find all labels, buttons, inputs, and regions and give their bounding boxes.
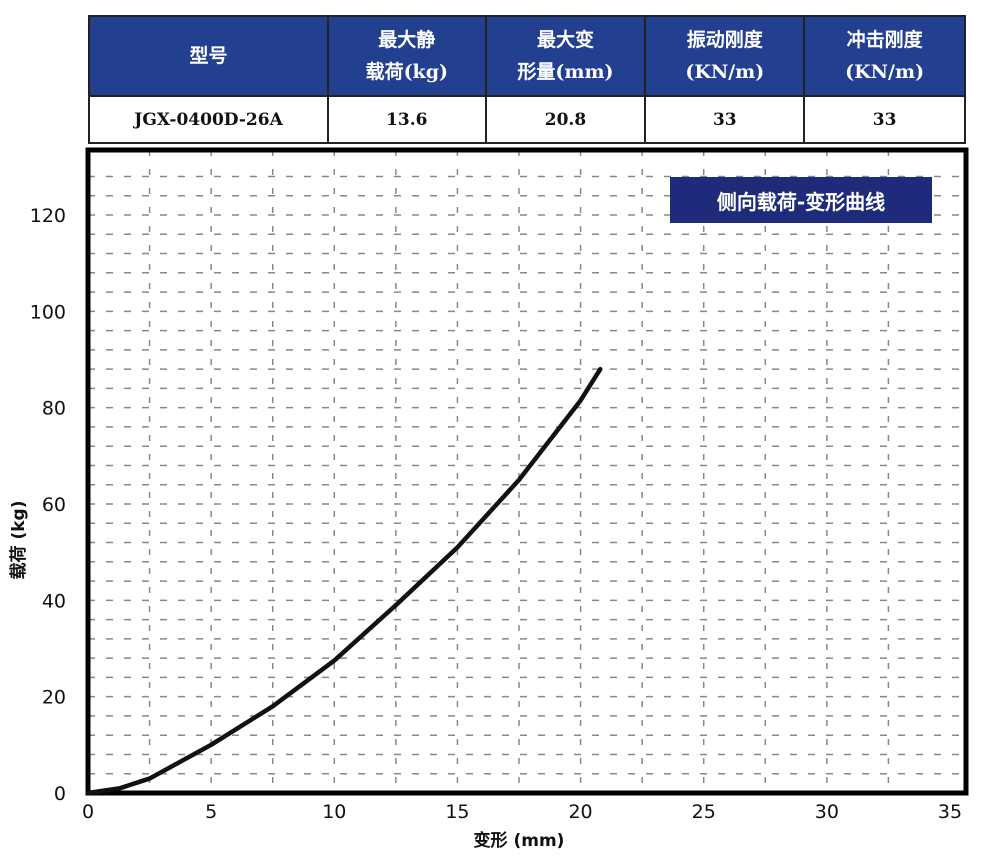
y-tick-label: 100	[30, 301, 66, 323]
table-header: 最大变形量(mm)	[484, 15, 647, 97]
x-tick-label: 15	[445, 801, 469, 823]
x-tick-label: 20	[568, 801, 592, 823]
x-tick-label: 25	[692, 801, 716, 823]
header-line: 最大变	[536, 29, 594, 51]
x-tick-label: 5	[205, 801, 217, 823]
y-axis-label: 载荷 (kg)	[8, 501, 29, 580]
table-cell: 33	[644, 95, 806, 144]
header-line: 振动刚度	[686, 29, 763, 51]
table-header: 振动刚度 (KN/m)	[644, 15, 806, 97]
y-tick-label: 20	[42, 687, 66, 709]
chart-title: 侧向载荷-变形曲线	[670, 177, 932, 223]
x-tick-label: 0	[82, 801, 94, 823]
header-line: (KN/m)	[845, 61, 925, 83]
header-line: (KN/m)	[685, 61, 765, 83]
y-tick-label: 120	[30, 205, 66, 227]
table-cell: 13.6	[327, 95, 487, 144]
series-line	[85, 366, 603, 796]
header-line: 最大静	[378, 29, 436, 51]
table-cell: 33	[803, 95, 966, 144]
header-line: 形量(mm)	[517, 61, 614, 83]
y-tick-label: 60	[42, 494, 66, 516]
y-tick-label: 40	[42, 590, 66, 612]
table-cell: 20.8	[484, 95, 647, 144]
table-cell: JGX-0400D-26A	[87, 95, 330, 144]
x-tick-label: 30	[815, 801, 839, 823]
header-line: 冲击刚度	[846, 29, 923, 51]
plot-frame	[85, 147, 969, 796]
x-tick-label: 10	[322, 801, 346, 823]
header-line: 型号	[189, 45, 228, 67]
spec-table: 型号 最大静 载荷(kg) 最大变 形量(mm) 振动刚度 (KN/m) 冲击刚度 (KN/m)…	[87, 15, 966, 144]
y-tick-label: 0	[54, 783, 66, 805]
table-header: 冲击刚度 (KN/m)	[803, 15, 966, 97]
y-tick-label: 80	[42, 398, 66, 420]
x-tick-label: 35	[938, 801, 962, 823]
header-line: 载荷(kg)	[365, 61, 448, 83]
table-header: 型号	[87, 15, 330, 97]
x-axis-label: 变形 (mm)	[474, 830, 565, 851]
table-header: 最大静载荷(kg)	[327, 15, 487, 97]
